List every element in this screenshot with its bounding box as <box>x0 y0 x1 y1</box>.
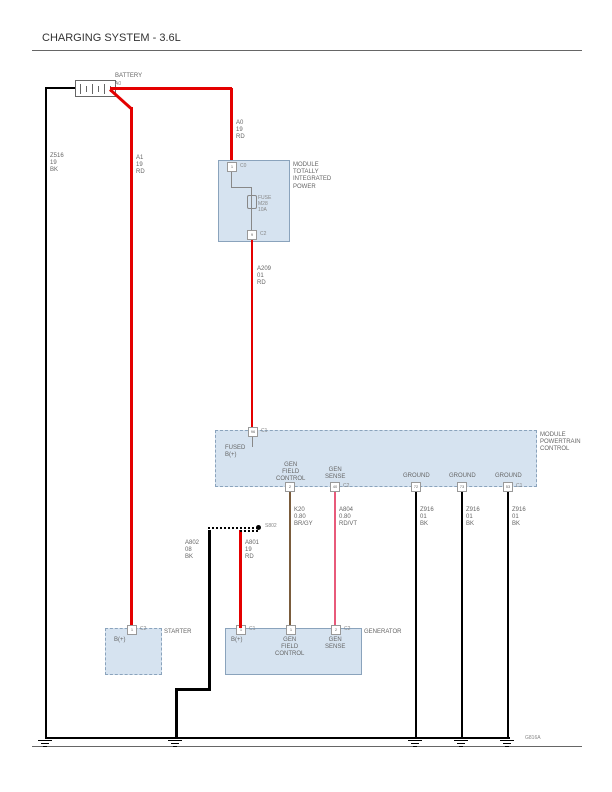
gen-c1: C1 <box>249 626 255 632</box>
splice-s802-line <box>208 527 258 529</box>
wire-z916-1 <box>415 492 417 738</box>
fuse-icon <box>247 195 257 209</box>
wire-z916-3-label: Z916 01 BK <box>512 507 526 529</box>
wire-z916-2 <box>461 492 463 738</box>
wire-a0-v <box>230 88 233 160</box>
pcm-ground-1: GROUND <box>403 473 430 480</box>
wire-batt-pos-h <box>110 87 232 90</box>
wire-a802-h <box>175 688 211 691</box>
generator-label: GENERATOR <box>364 629 401 636</box>
pcm-pin-96: 96 <box>248 427 258 437</box>
pcm-ground-2: GROUND <box>449 473 476 480</box>
tipm-internal-2 <box>231 187 251 188</box>
wire-a209-v <box>251 240 253 430</box>
pcm-pin-53: 53 <box>503 482 513 492</box>
ground-z916-3 <box>500 740 514 750</box>
gen-field-ctrl: GEN FIELD CONTROL <box>275 637 304 659</box>
splice-label: S802 <box>265 523 277 529</box>
gen-sense: GEN SENSE <box>325 637 345 651</box>
wire-a801-label: A801 19 RD <box>245 540 259 562</box>
pcm-fused: FUSED B(+) <box>225 445 245 459</box>
tipm-internal-1 <box>231 172 232 187</box>
wire-a802-label: A802 08 BK <box>185 540 199 562</box>
wire-k20-label: K20 0.80 BR/GY <box>294 507 313 529</box>
gen-pin-2: 2 <box>331 625 341 635</box>
starter-bplus: B(+) <box>114 637 126 644</box>
wire-z916-1-label: Z916 01 BK <box>420 507 434 529</box>
wire-a804-label: A804 0.80 RD/VT <box>339 507 357 529</box>
wire-a802-v2 <box>175 688 178 738</box>
wire-z916-2-label: Z916 01 BK <box>466 507 480 529</box>
wire-z516-label: Z516 19 BK <box>50 153 64 175</box>
pcm-pin-2: 2 <box>285 482 295 492</box>
tipm-label: MODULE TOTALLY INTEGRATED POWER <box>293 162 331 191</box>
wire-k20 <box>289 492 291 628</box>
wire-a1-v <box>130 107 133 628</box>
wire-z516-h <box>45 87 75 89</box>
tipm-c0: C0 <box>240 163 246 169</box>
ground-bus <box>45 737 510 739</box>
wire-z916-3 <box>507 492 509 738</box>
wire-a801 <box>239 530 242 628</box>
pcm-label: MODULE POWERTRAIN CONTROL <box>540 432 581 454</box>
gen-pin-1: 1 <box>286 625 296 635</box>
pcm-gen-field: GEN FIELD CONTROL <box>276 462 305 484</box>
wire-a0-label: A0 19 RD <box>236 120 245 142</box>
ground-z916-1 <box>408 740 422 750</box>
wire-a1-label: A1 19 RD <box>136 155 145 177</box>
tipm-c2: C2 <box>260 231 266 237</box>
pcm-pin-72: 72 <box>411 482 421 492</box>
gen-bplus: B(+) <box>231 637 243 644</box>
fuse-label: FUSE M28 10A <box>258 195 271 213</box>
pcm-c1: C1 <box>261 428 267 434</box>
pcm-ground-3: GROUND <box>495 473 522 480</box>
wire-a209-label: A209 01 RD <box>257 266 271 288</box>
battery-label: BATTERY <box>115 73 142 80</box>
splice-to-a801 <box>240 530 258 532</box>
pcm-pin-73: 73 <box>457 482 467 492</box>
starter-label: STARTER <box>164 629 191 636</box>
diagram-title: CHARGING SYSTEM - 3.6L <box>42 32 181 44</box>
pcm-pin-40: 40 <box>330 482 340 492</box>
ground-z516 <box>38 740 52 750</box>
starter-pin: 1 <box>127 625 137 635</box>
gen-c2: C2 <box>344 626 350 632</box>
starter-box <box>105 628 162 675</box>
pcm-box <box>215 430 537 487</box>
ground-z916-2 <box>454 740 468 750</box>
tipm-pin-c0: 1 <box>227 162 237 172</box>
pcm-c1b: C1 <box>516 483 522 489</box>
pcm-internal-1 <box>252 437 253 447</box>
wire-z516-v <box>45 88 47 738</box>
wire-a804 <box>334 492 336 628</box>
pcm-gen-sense: GEN SENSE <box>325 467 345 481</box>
wire-a802-v <box>208 530 211 688</box>
pcm-c2: C2 <box>343 483 349 489</box>
starter-c2: C2 <box>140 626 146 632</box>
tipm-pin-c2: 9 <box>247 230 257 240</box>
ground-g816a: G816A <box>525 735 541 741</box>
ground-a802 <box>168 740 182 750</box>
